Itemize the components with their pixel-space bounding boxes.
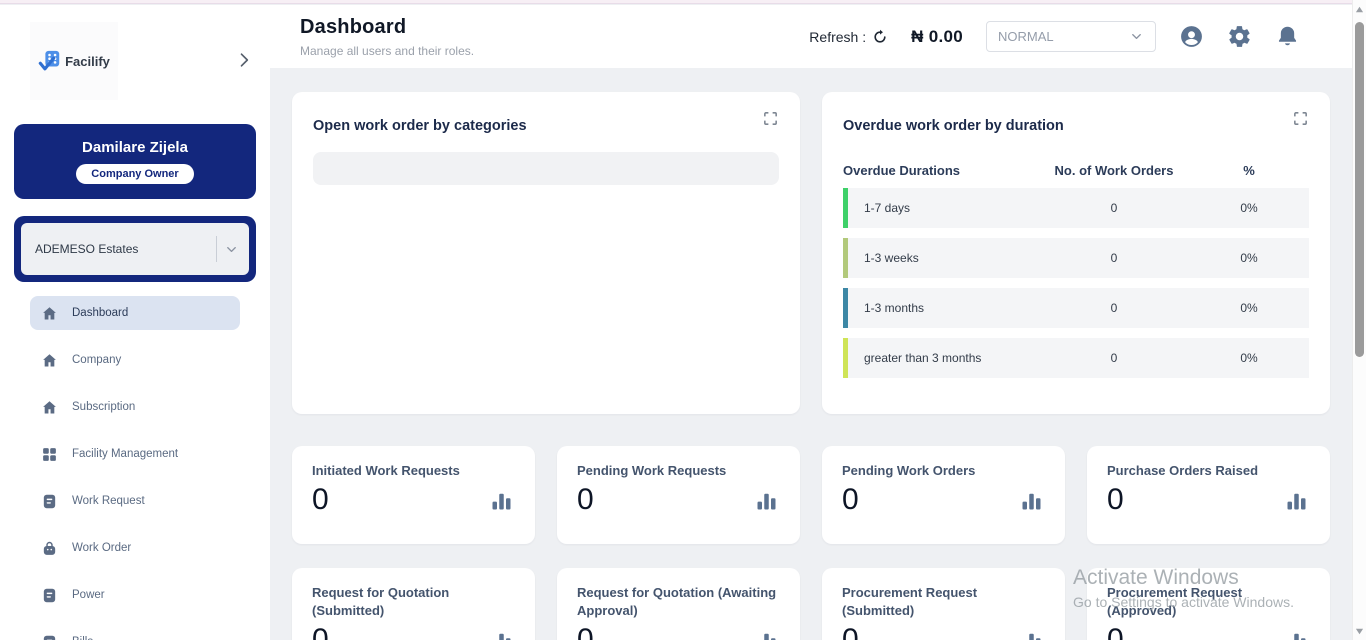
refresh-button[interactable]: Refresh : (809, 29, 888, 45)
sidebar-item-subscription[interactable]: Subscription (30, 390, 240, 424)
stat-card-procurement-request-approved: Procurement Request (Approved) 0 (1087, 568, 1330, 640)
bar-chart-icon (753, 487, 780, 514)
document-icon (41, 493, 58, 510)
table-header: Overdue Durations No. of Work Orders % (843, 163, 1255, 178)
user-role-badge: Company Owner (76, 164, 194, 184)
grid-icon (41, 446, 58, 463)
stat-card-pending-work-orders: Pending Work Orders 0 (822, 446, 1065, 544)
table-row: 1-3 months 0 0% (843, 288, 1309, 328)
table-row: 1-7 days 0 0% (843, 188, 1309, 228)
expand-icon[interactable] (762, 110, 779, 127)
scroll-down-arrow-icon[interactable] (1353, 624, 1366, 638)
sidebar-item-dashboard[interactable]: Dashboard (30, 296, 240, 330)
stat-card-rfq-awaiting-approval: Request for Quotation (Awaiting Approval… (557, 568, 800, 640)
page-subtitle: Manage all users and their roles. (300, 43, 475, 58)
sidebar-item-work-request[interactable]: Work Request (30, 484, 240, 518)
bar-chart-icon (488, 487, 515, 514)
brand-name: Facilify (65, 53, 110, 69)
estate-selector-container: ADEMESO Estates (14, 216, 256, 282)
page-title: Dashboard (300, 15, 407, 38)
home-icon (41, 305, 58, 322)
sidebar-item-bills[interactable]: Bills (30, 625, 240, 640)
mode-select-value: NORMAL (998, 29, 1054, 44)
settings-gear-icon[interactable] (1227, 24, 1252, 49)
sidebar-collapse-button[interactable] (234, 50, 254, 70)
chevron-down-icon (224, 242, 239, 257)
panel-title: Open work order by categories (313, 118, 527, 134)
bag-icon (41, 540, 58, 557)
wallet-balance: ₦ 0.00 (911, 26, 963, 46)
panel-overdue-work-orders: Overdue work order by duration Overdue D… (822, 92, 1330, 414)
sidebar-item-facility-management[interactable]: Facility Management (30, 437, 240, 471)
home-icon (41, 399, 58, 416)
stat-card-pending-work-requests: Pending Work Requests 0 (557, 446, 800, 544)
estate-selector[interactable]: ADEMESO Estates (21, 223, 249, 275)
stat-card-rfq-submitted: Request for Quotation (Submitted) 0 (292, 568, 535, 640)
bar-chart-icon (1283, 627, 1310, 640)
bar-chart-icon (488, 627, 515, 640)
sidebar: Facilify Damilare Zijela Company Owner A… (0, 5, 270, 640)
stat-card-initiated-work-requests: Initiated Work Requests 0 (292, 446, 535, 544)
document-icon (41, 634, 58, 640)
dashboard-content: Open work order by categories Overdue wo… (270, 68, 1352, 640)
sidebar-item-company[interactable]: Company (30, 343, 240, 377)
chevron-right-icon (234, 50, 254, 70)
stat-card-purchase-orders-raised: Purchase Orders Raised 0 (1087, 446, 1330, 544)
browser-edge-strip (0, 0, 1366, 4)
document-icon (41, 587, 58, 604)
chart-placeholder (313, 152, 779, 185)
main-area: Dashboard Manage all users and their rol… (270, 5, 1352, 640)
table-row: 1-3 weeks 0 0% (843, 238, 1309, 278)
facilify-logo-icon (38, 49, 62, 73)
panel-open-work-orders: Open work order by categories (292, 92, 800, 414)
panel-title: Overdue work order by duration (843, 118, 1064, 134)
bar-chart-icon (1018, 487, 1045, 514)
profile-icon[interactable] (1179, 24, 1204, 49)
refresh-icon (872, 29, 888, 45)
expand-icon[interactable] (1292, 110, 1309, 127)
scrollbar-thumb[interactable] (1355, 22, 1364, 357)
scrollbar[interactable] (1352, 0, 1366, 640)
sidebar-item-work-order[interactable]: Work Order (30, 531, 240, 565)
user-name: Damilare Zijela (82, 139, 188, 156)
user-card: Damilare Zijela Company Owner (14, 124, 256, 199)
app-logo: Facilify (30, 22, 118, 100)
home-icon (41, 352, 58, 369)
chevron-down-icon (1129, 29, 1144, 44)
bar-chart-icon (1283, 487, 1310, 514)
page-header: Dashboard Manage all users and their rol… (270, 5, 1352, 68)
stat-card-procurement-request-submitted: Procurement Request (Submitted) 0 (822, 568, 1065, 640)
table-row: greater than 3 months 0 0% (843, 338, 1309, 378)
sidebar-menu: Dashboard Company Subscription Facility … (30, 296, 240, 640)
estate-selector-value: ADEMESO Estates (35, 242, 139, 256)
divider (216, 236, 217, 262)
scroll-up-arrow-icon[interactable] (1353, 2, 1366, 16)
mode-select[interactable]: NORMAL (986, 21, 1156, 52)
sidebar-item-power[interactable]: Power (30, 578, 240, 612)
bar-chart-icon (753, 627, 780, 640)
notifications-bell-icon[interactable] (1275, 24, 1300, 49)
bar-chart-icon (1018, 627, 1045, 640)
